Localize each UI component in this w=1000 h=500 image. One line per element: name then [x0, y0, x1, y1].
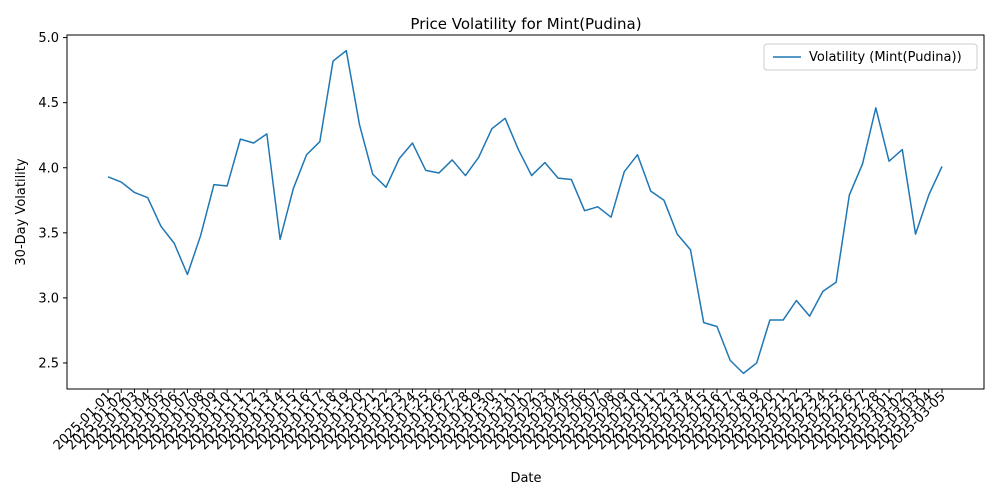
- y-tick-label: 4.5: [38, 96, 59, 111]
- legend-box: [763, 43, 978, 71]
- chart-title: Price Volatility for Mint(Pudina): [410, 15, 641, 33]
- y-tick-label: 3.5: [38, 226, 59, 241]
- plot-area: 2.5 3.0 3.5 4.0 4.5 5.0 2025-01-012025-01-022…: [38, 31, 985, 453]
- y-tick-label: 3.0: [38, 291, 59, 306]
- plot-frame: [66, 34, 985, 390]
- y-tick-label: 2.5: [38, 356, 59, 371]
- y-tick-label: 4.0: [38, 161, 59, 176]
- legend: Volatility (Mint(Pudina)): [763, 43, 978, 71]
- volatility-series-line: [107, 49, 943, 375]
- y-tick-label: 5.0: [38, 31, 59, 46]
- x-axis-label: Date: [510, 471, 541, 486]
- legend-label: Volatility (Mint(Pudina)): [809, 50, 962, 65]
- x-axis: 2025-01-012025-01-022025-01-032025-01-04…: [51, 389, 949, 453]
- y-axis: 2.5 3.0 3.5 4.0 4.5 5.0: [38, 31, 67, 371]
- y-axis-label: 30-Day Volatility: [14, 158, 29, 265]
